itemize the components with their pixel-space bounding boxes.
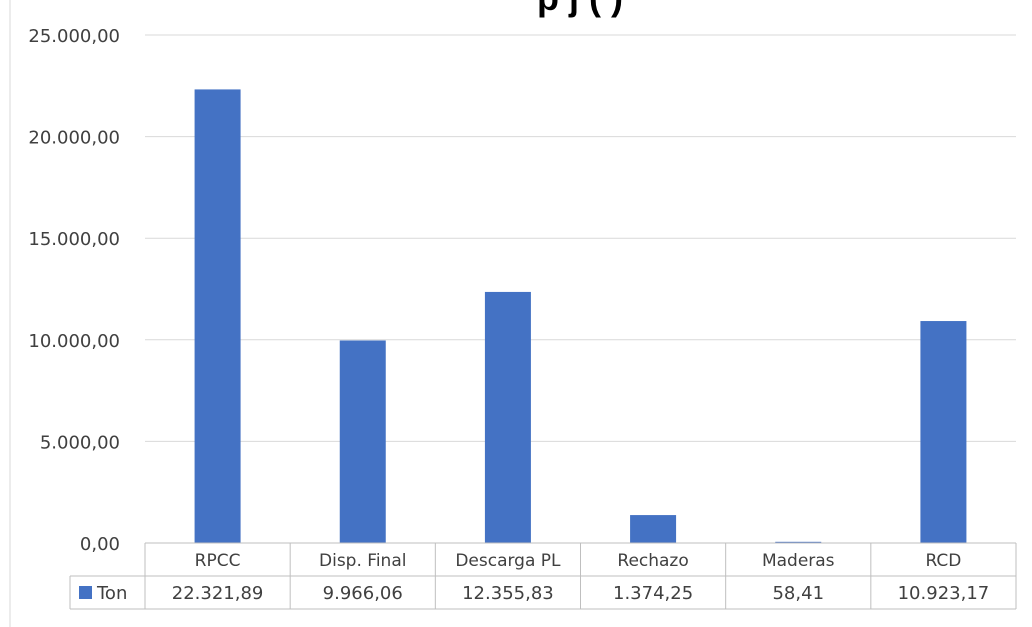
data-table: RPCC 22.321,89 Disp. Final 9.966,06 Descarga… xyxy=(69,542,1017,610)
bar xyxy=(920,321,967,543)
y-tick-label: 0,00 xyxy=(80,534,120,555)
data-label: 1.374,25 xyxy=(613,583,693,604)
data-label: 22.321,89 xyxy=(172,583,264,604)
bar xyxy=(194,89,241,544)
category-label: Rechazo xyxy=(617,551,688,571)
bar xyxy=(339,340,386,543)
data-label: 9.966,06 xyxy=(323,583,403,604)
category-label: RCD xyxy=(925,551,961,571)
y-axis-ticks: 0,00 5.000,00 10.000,00 15.000,00 20.000,00 2… xyxy=(28,26,120,555)
category-label: Disp. Final xyxy=(319,551,406,571)
category-label: Descarga PL xyxy=(455,551,561,571)
y-tick-label: 25.000,00 xyxy=(28,26,120,47)
category-label: RPCC xyxy=(195,551,241,571)
y-tick-label: 20.000,00 xyxy=(28,128,120,149)
gridlines xyxy=(145,34,1016,442)
bar xyxy=(775,541,822,543)
data-label: 58,41 xyxy=(772,583,824,604)
data-label: 12.355,83 xyxy=(462,583,554,604)
data-label: 10.923,17 xyxy=(898,583,990,604)
bars xyxy=(194,89,967,544)
bar xyxy=(630,515,677,543)
legend-key xyxy=(79,586,92,599)
chart-title-fragment: p j ( ) xyxy=(537,0,623,18)
y-tick-label: 15.000,00 xyxy=(28,229,120,250)
y-tick-label: 10.000,00 xyxy=(28,331,120,352)
y-tick-label: 5.000,00 xyxy=(40,432,120,453)
bar xyxy=(484,291,531,543)
category-label: Maderas xyxy=(762,551,835,571)
legend-label: Ton xyxy=(96,583,127,604)
